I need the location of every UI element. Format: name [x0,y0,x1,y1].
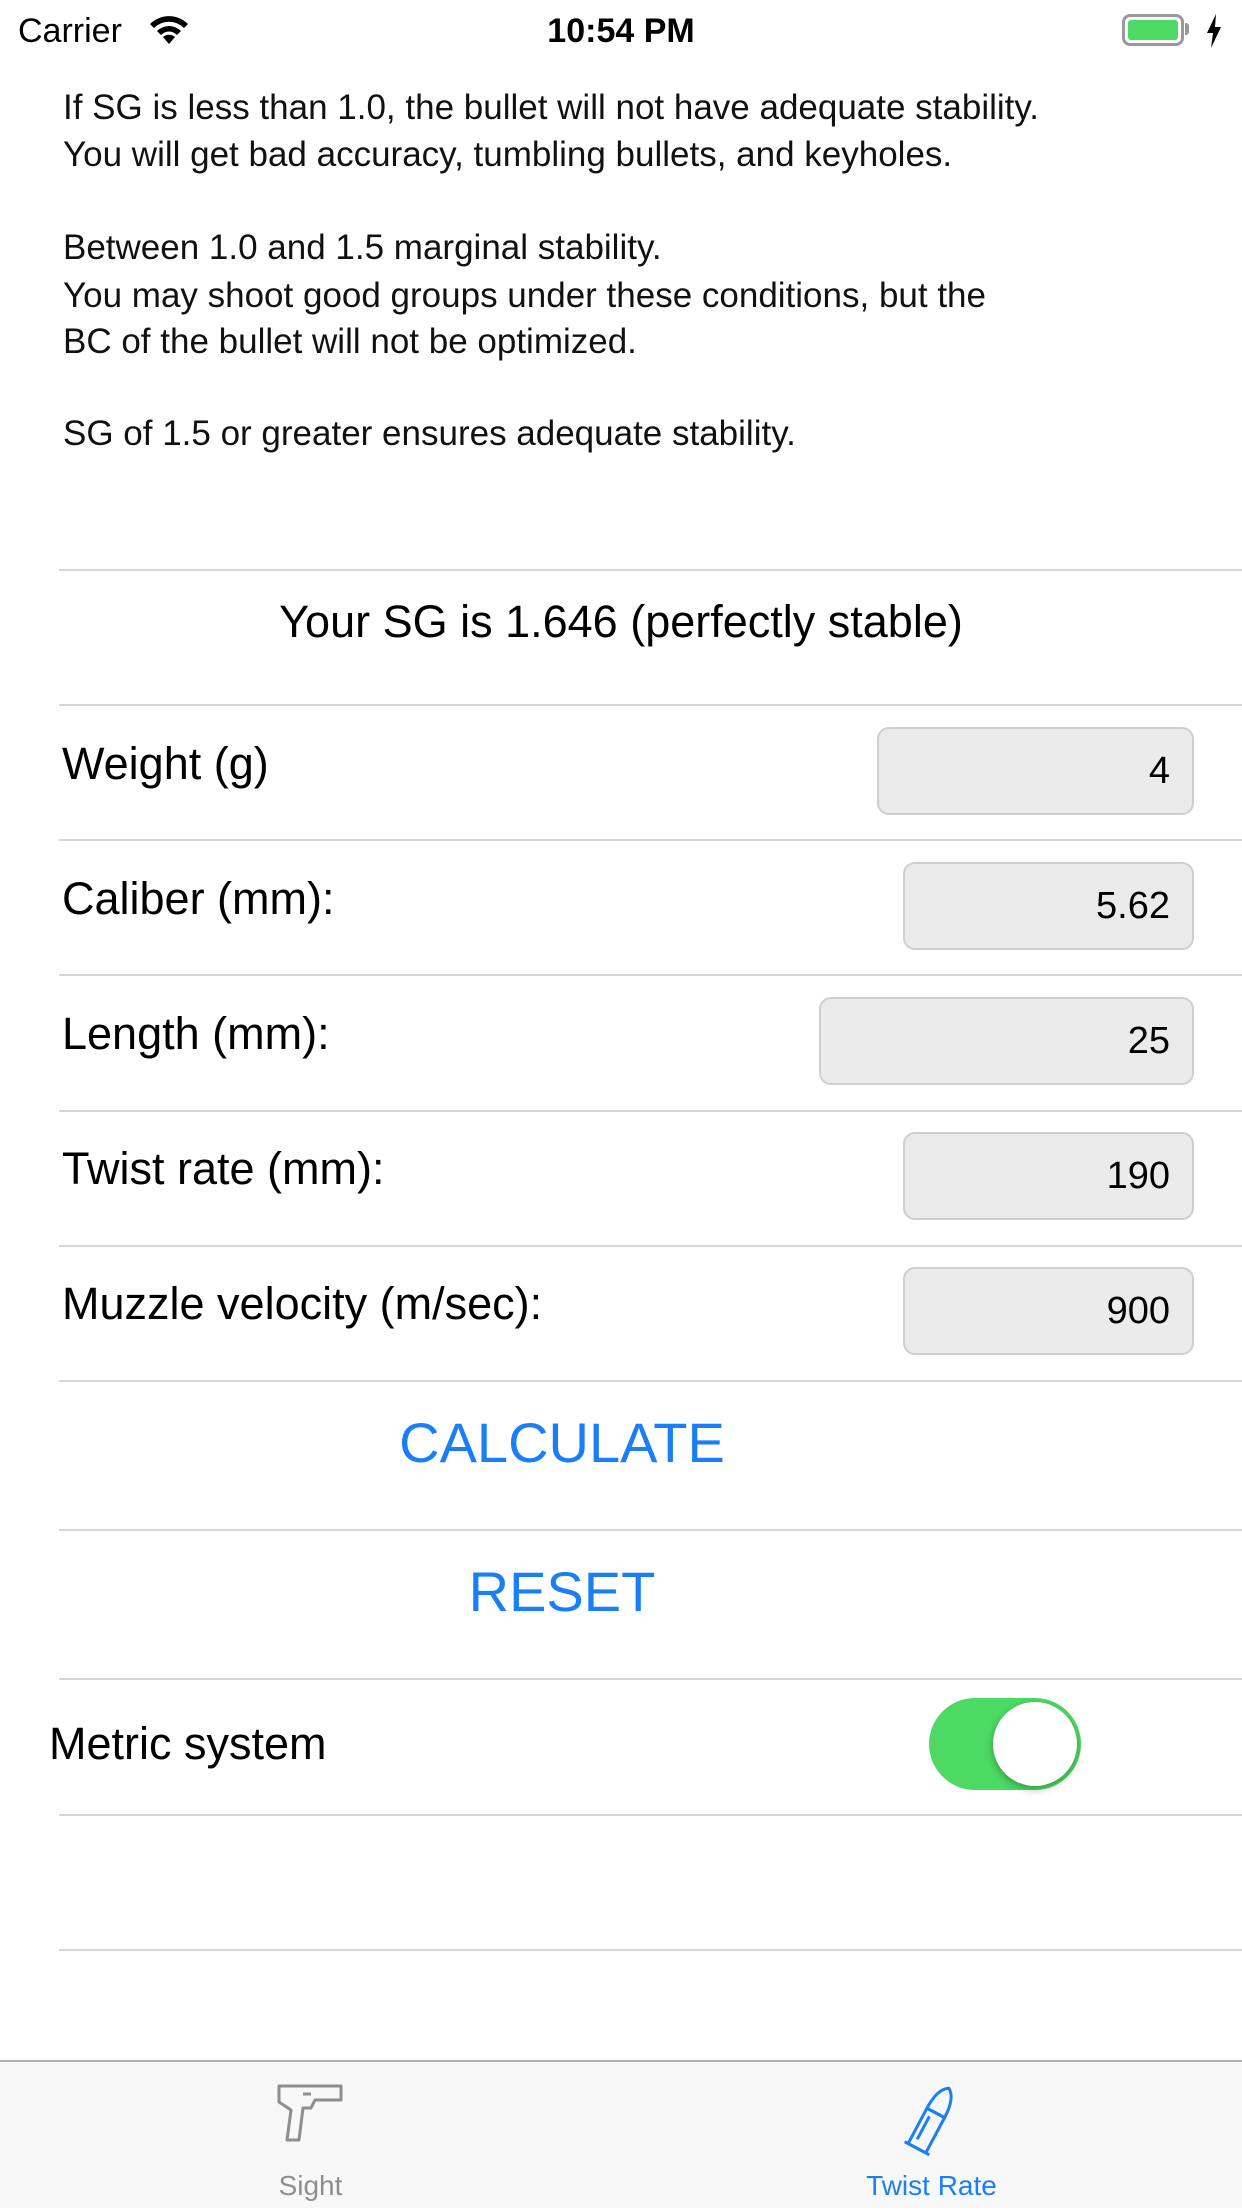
divider [59,1245,1242,1247]
bullet-icon [903,2086,953,2157]
tab-label: Sight [278,2170,343,2201]
tab-sight[interactable]: Sight [0,2062,621,2210]
divider [59,704,1242,706]
divider [59,1678,1242,1680]
divider [59,1110,1242,1112]
metric-system-label: Metric system [49,1718,327,1769]
divider [59,1814,1242,1816]
reset-button[interactable]: RESET [212,1559,912,1624]
info-line: SG of 1.5 or greater ensures adequate st… [63,414,796,453]
info-line: You may shoot good groups under these co… [63,276,986,315]
charging-bolt-icon [1207,14,1221,48]
twist-rate-label: Twist rate (mm): [62,1143,385,1194]
carrier-label: Carrier [18,12,122,50]
divider [59,569,1242,571]
caliber-label: Caliber (mm): [62,873,335,924]
calculate-button[interactable]: CALCULATE [212,1410,912,1475]
sg-result: Your SG is 1.646 (perfectly stable) [279,596,963,647]
divider [59,1380,1242,1382]
status-bar: Carrier 10:54 PM [0,0,1242,62]
divider [59,974,1242,976]
muzzle-velocity-label: Muzzle velocity (m/sec): [62,1278,543,1329]
wifi-icon [150,16,188,44]
pistol-icon [277,2084,342,2142]
tab-twist-rate[interactable]: Twist Rate [621,2062,1242,2210]
metric-system-toggle[interactable] [929,1698,1081,1790]
length-label: Length (mm): [62,1008,330,1059]
divider [59,1529,1242,1531]
info-line: If SG is less than 1.0, the bullet will … [63,88,1040,127]
weight-input[interactable] [877,727,1194,815]
muzzle-velocity-input[interactable] [903,1267,1194,1355]
divider [59,839,1242,841]
tab-bar: Sight Twist Rate [0,2060,1242,2208]
length-input[interactable] [819,997,1194,1085]
divider [59,1949,1242,1951]
clock: 10:54 PM [547,12,695,50]
weight-label: Weight (g) [62,738,269,789]
info-line: You will get bad accuracy, tumbling bull… [63,135,953,174]
tab-label: Twist Rate [866,2170,997,2201]
caliber-input[interactable] [903,862,1194,950]
twist-rate-input[interactable] [903,1132,1194,1220]
battery-icon [1122,14,1184,46]
info-line: BC of the bullet will not be optimized. [63,322,637,361]
info-line: Between 1.0 and 1.5 marginal stability. [63,228,662,267]
